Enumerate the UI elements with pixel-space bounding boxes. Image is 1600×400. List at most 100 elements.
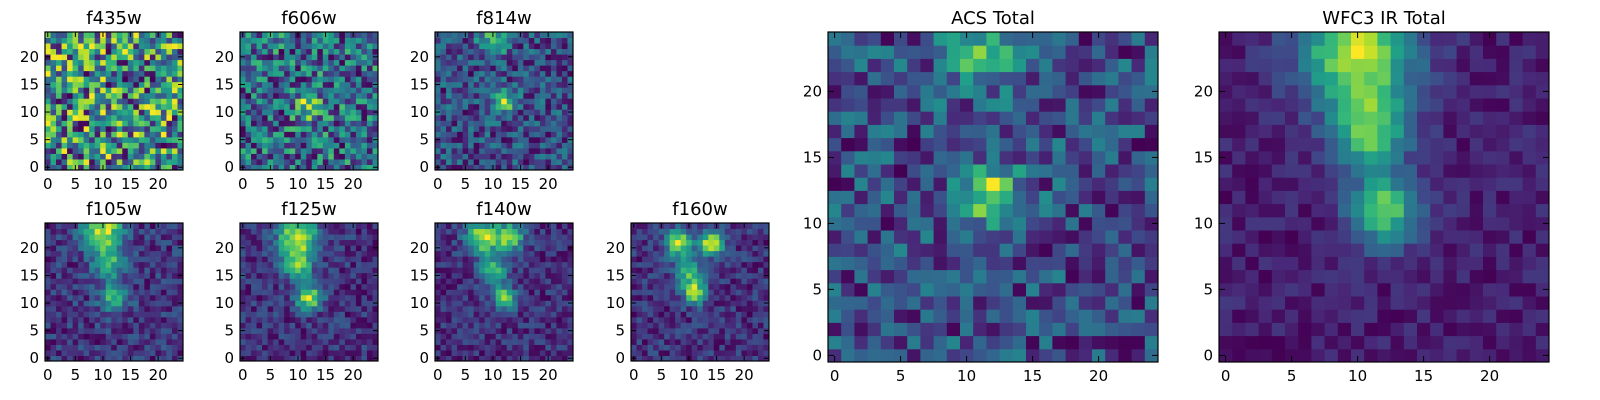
heatmap-cell: [45, 114, 52, 121]
heatmap-cell: [446, 228, 453, 235]
heatmap-cell: [686, 256, 693, 263]
heatmap-cell: [757, 355, 764, 362]
heatmap-cell: [669, 261, 676, 268]
heatmap-cell: [854, 348, 869, 363]
heatmap-cell: [484, 37, 491, 44]
heatmap-cell: [479, 311, 486, 318]
heatmap-cell: [468, 109, 475, 116]
heatmap-cell: [741, 272, 748, 279]
heatmap-cell: [160, 142, 167, 149]
heatmap-cell: [267, 267, 274, 274]
heatmap-cell: [67, 278, 74, 285]
heatmap-cell: [267, 333, 274, 340]
heatmap-cell: [144, 125, 151, 132]
heatmap-cell: [166, 70, 173, 77]
heatmap-cell: [490, 228, 497, 235]
heatmap-cell: [61, 136, 68, 143]
heatmap-cell: [116, 289, 123, 296]
heatmap-cell: [451, 37, 458, 44]
heatmap-cell: [446, 245, 453, 252]
heatmap-cell: [322, 98, 329, 105]
heatmap-cell: [300, 322, 307, 329]
heatmap-cell: [111, 294, 118, 301]
heatmap-cell: [122, 125, 129, 132]
heatmap-cell: [523, 267, 530, 274]
heatmap-cell: [127, 261, 134, 268]
heatmap-cell: [523, 114, 530, 121]
heatmap-cell: [517, 239, 524, 246]
heatmap-cell: [642, 239, 649, 246]
heatmap-cell: [539, 136, 546, 143]
heatmap-cell: [45, 153, 52, 160]
heatmap-cell: [528, 103, 535, 110]
heatmap-cell: [56, 81, 63, 88]
heatmap-cell: [440, 54, 447, 61]
heatmap-cell: [506, 311, 513, 318]
heatmap-cell: [83, 333, 90, 340]
heatmap-cell: [556, 54, 563, 61]
heatmap-cell: [440, 76, 447, 83]
heatmap-cell: [631, 283, 638, 290]
heatmap-cell: [907, 309, 921, 323]
heatmap-cell: [636, 289, 643, 296]
heatmap-cell: [311, 311, 318, 318]
heatmap-cell: [479, 305, 486, 312]
heatmap-cell: [495, 349, 502, 356]
heatmap-cell: [1144, 216, 1159, 231]
heatmap-cell: [311, 261, 318, 268]
heatmap-cell: [473, 322, 480, 329]
heatmap-cell: [317, 92, 324, 99]
heatmap-cell: [534, 70, 541, 77]
heatmap-cell: [138, 37, 145, 44]
heatmap-cell: [67, 54, 74, 61]
heatmap-cell: [273, 37, 280, 44]
heatmap-cell: [122, 294, 129, 301]
heatmap-cell: [251, 37, 258, 44]
heatmap-cell: [278, 272, 285, 279]
heatmap-cell: [653, 272, 660, 279]
heatmap-cell: [328, 250, 335, 257]
heatmap-cell: [506, 283, 513, 290]
heatmap-cell: [317, 125, 324, 132]
heatmap-cell: [50, 322, 57, 329]
heatmap-cell: [61, 239, 68, 246]
heatmap-cell: [631, 349, 638, 356]
heatmap-cell: [746, 338, 753, 345]
heatmap-cell: [691, 245, 698, 252]
heatmap-cell: [160, 316, 167, 323]
x-tick-label: 10: [679, 366, 698, 384]
heatmap-cell: [946, 282, 961, 297]
heatmap-cell: [149, 92, 156, 99]
heatmap-cell: [680, 338, 687, 345]
heatmap-cell: [122, 278, 129, 285]
heatmap-cell: [946, 296, 961, 310]
heatmap-cell: [561, 81, 568, 88]
heatmap-cell: [361, 223, 368, 230]
heatmap-cell: [501, 316, 508, 323]
heatmap-cell: [50, 136, 57, 143]
heatmap-cell: [144, 98, 151, 105]
heatmap-cell: [317, 250, 324, 257]
heatmap-cell: [67, 103, 74, 110]
heatmap-cell: [61, 164, 68, 171]
heatmap-cell: [267, 81, 274, 88]
heatmap-cell: [763, 250, 770, 257]
heatmap-cell: [763, 316, 770, 323]
heatmap-cell: [295, 305, 302, 312]
heatmap-cell: [490, 103, 497, 110]
heatmap-cell: [462, 311, 469, 318]
heatmap-cell: [344, 300, 351, 307]
heatmap-cell: [149, 316, 156, 323]
heatmap-cell: [94, 223, 101, 230]
heatmap-cell: [355, 120, 362, 127]
heatmap-cell: [658, 294, 665, 301]
heatmap-cell: [933, 348, 948, 363]
heatmap-cell: [512, 125, 519, 132]
heatmap-cell: [556, 355, 563, 362]
heatmap-cell: [361, 245, 368, 252]
heatmap-cell: [933, 164, 948, 178]
heatmap-cell: [973, 335, 987, 350]
heatmap-cell: [306, 311, 313, 318]
heatmap-cell: [311, 37, 318, 44]
heatmap-cell: [67, 333, 74, 340]
